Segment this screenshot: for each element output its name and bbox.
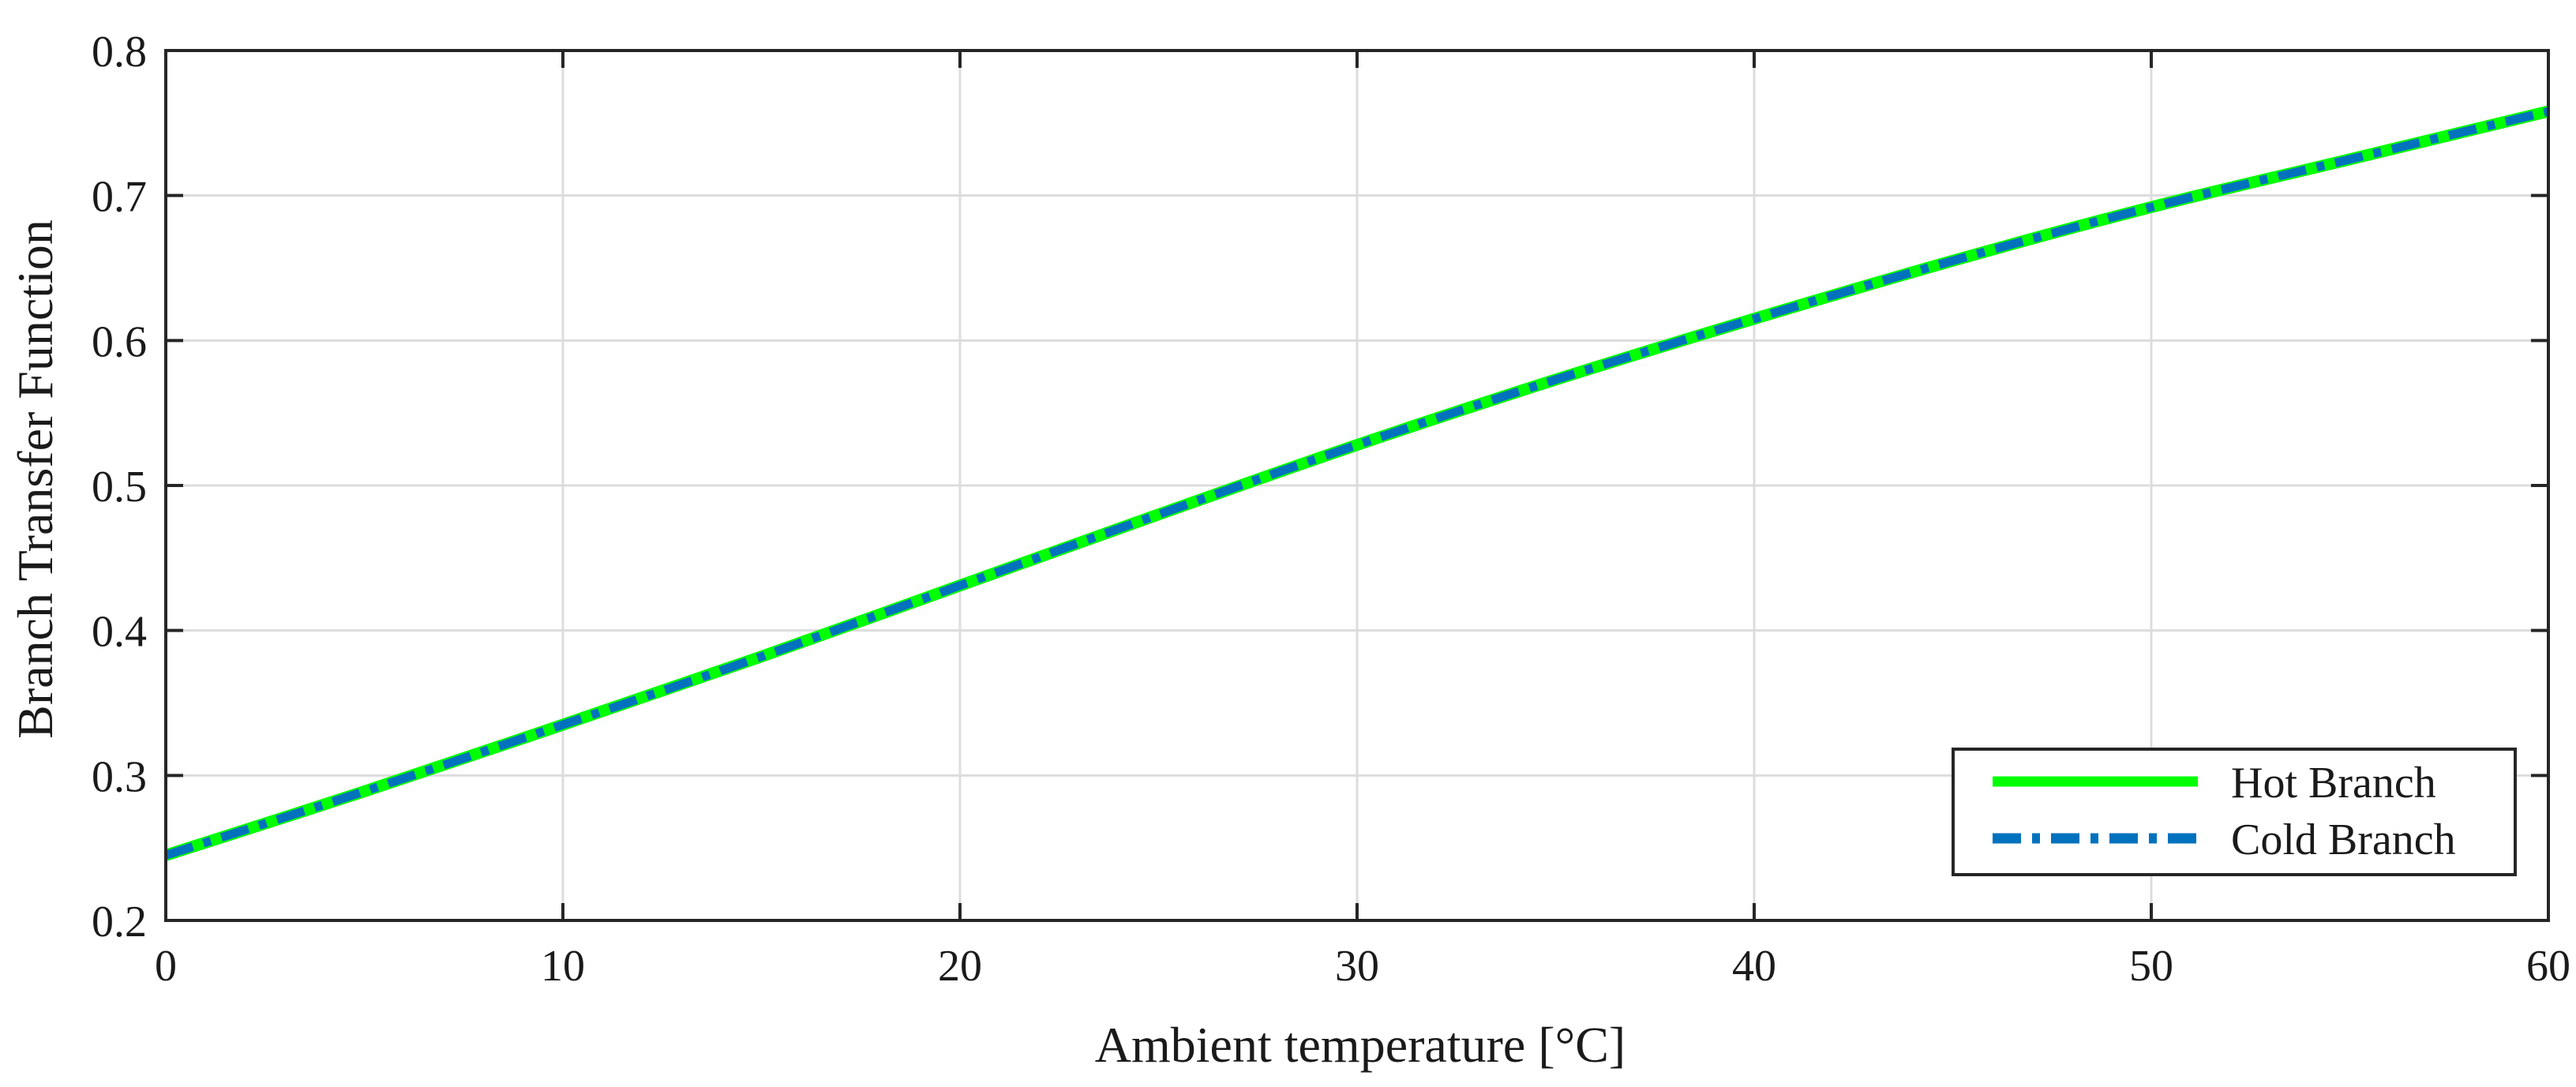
- x-tick-label: 50: [2129, 942, 2173, 991]
- x-tick-label: 40: [1732, 942, 1776, 991]
- y-tick-label: 0.3: [92, 752, 147, 801]
- legend-box: [1952, 748, 2517, 876]
- x-tick-label: 60: [2526, 942, 2570, 991]
- y-tick-label: 0.6: [92, 317, 147, 366]
- legend-label-hot-branch: Hot Branch: [2231, 759, 2436, 808]
- series-line-cold-branch: [164, 107, 2550, 860]
- legend: Hot Branch Cold Branch: [1952, 748, 2517, 876]
- y-axis-label: Branch Transfer Function: [7, 219, 63, 739]
- y-tick-label: 0.7: [92, 173, 147, 222]
- x-tick-label: 20: [938, 942, 982, 991]
- y-tick-label: 0.4: [92, 608, 147, 657]
- axis-ticks: [164, 49, 2550, 922]
- x-axis-label: Ambient temperature [°C]: [1095, 1017, 1625, 1073]
- y-tick-label: 0.2: [92, 898, 147, 946]
- y-tick-label: 0.8: [92, 28, 147, 77]
- x-tick-label: 10: [541, 942, 585, 991]
- x-tick-label: 0: [155, 942, 177, 991]
- tick-labels: 0 10 20 30 40 50 60 0.2 0.3 0.4 0.5 0.6 0.7 0.8: [92, 28, 2570, 991]
- y-tick-label: 0.5: [92, 463, 147, 512]
- legend-label-cold-branch: Cold Branch: [2231, 815, 2456, 864]
- x-tick-label: 30: [1335, 942, 1379, 991]
- data-series: [163, 105, 2550, 861]
